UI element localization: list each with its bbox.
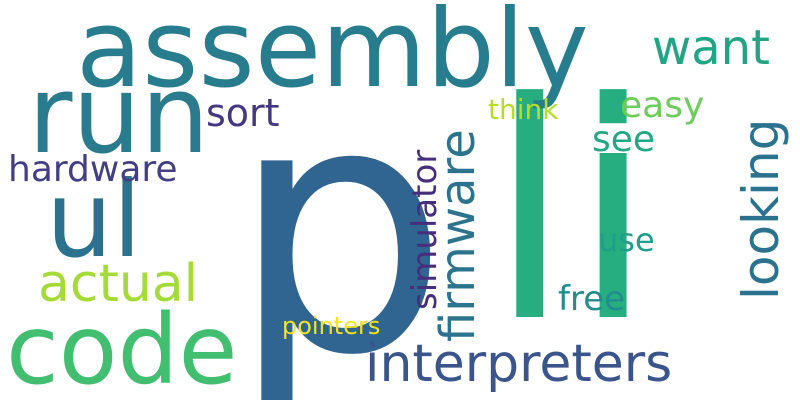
word-code: code: [6, 294, 238, 400]
word-actual: actual: [38, 254, 199, 314]
word-think: think: [488, 93, 559, 126]
word-ul: ul: [46, 159, 142, 281]
word-hardware: hardware: [8, 149, 178, 190]
word-li: li: [488, 39, 655, 388]
word-assembly: assembly: [76, 0, 589, 112]
word-simulator: simulator: [405, 149, 445, 310]
word-want: want: [652, 20, 770, 76]
word-easy: easy: [620, 85, 705, 126]
word-interpreters: interpreters: [365, 334, 673, 394]
word-p: p: [230, 30, 449, 400]
word-pointers: pointers: [282, 312, 381, 340]
word-looking: looking: [732, 118, 790, 300]
word-use: use: [598, 221, 655, 259]
word-sort: sort: [206, 91, 280, 135]
word-see: see: [592, 119, 656, 160]
word-run: run: [28, 53, 210, 178]
word-free: free: [558, 279, 626, 319]
